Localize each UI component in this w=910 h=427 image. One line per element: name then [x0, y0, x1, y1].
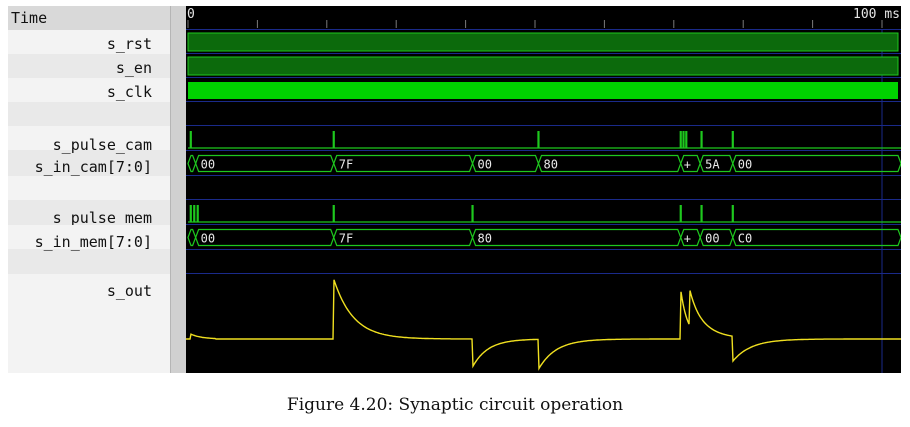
s-in-cam-value: 80	[543, 158, 557, 172]
s-in-cam-segment	[187, 154, 197, 173]
s-in-cam-value: 00	[478, 158, 492, 172]
ruler-start-label: 0	[187, 7, 195, 22]
s-in-cam-segment	[732, 154, 902, 173]
s-in-cam-value: 00	[201, 158, 215, 172]
s-in-cam-value: 00	[738, 158, 752, 172]
s-in-mem-value: 80	[478, 232, 492, 246]
signal-label: s_rst	[106, 35, 152, 53]
s-in-mem-value: C0	[738, 232, 752, 246]
signal-label: s_in_cam[7:0]	[34, 158, 152, 176]
s-in-mem-value: 7F	[339, 232, 353, 246]
signal-label: s_pulse_mem	[52, 209, 152, 227]
s-rst-trace	[187, 32, 899, 52]
s-in-cam-value: +	[684, 158, 691, 172]
s-in-cam-segment	[194, 154, 335, 173]
signal-row[interactable]: s_clk	[8, 78, 185, 102]
waveform-pane[interactable]: 0 100 ms 00 7F 00 80 +5A 00 00 7F 80 +00 C0	[186, 6, 902, 373]
time-ruler	[186, 6, 901, 29]
s-in-cam-segment	[537, 154, 682, 173]
s-in-mem-value: 00	[201, 232, 215, 246]
s-in-cam-value: 5A	[705, 158, 720, 172]
s-in-mem-segment	[333, 228, 474, 247]
ruler-end-label: 100 ms	[853, 7, 900, 22]
signal-row[interactable]: s_rst	[8, 30, 185, 54]
signal-name-panel: Time s_rst s_en s_clk s_pulse_cam s_in_c…	[8, 6, 185, 373]
s-in-cam-value: 7F	[339, 158, 353, 172]
signal-row[interactable]: s_in_cam[7:0]	[8, 151, 185, 176]
s-in-mem-value: +	[684, 232, 691, 246]
signal-label: s_en	[115, 59, 152, 77]
time-header: Time	[8, 6, 170, 31]
figure-caption: Figure 4.20: Synaptic circuit operation	[286, 395, 624, 415]
s-in-mem-segment	[187, 228, 197, 247]
s-out-trace	[186, 279, 901, 371]
signal-row[interactable]: s_out	[8, 274, 185, 373]
waveform-viewer: Time s_rst s_en s_clk s_pulse_cam s_in_c…	[8, 6, 902, 373]
signal-label: s_clk	[106, 83, 152, 101]
signal-row	[8, 250, 185, 274]
s-in-mem-segment	[732, 228, 902, 247]
s-in-mem-segment	[194, 228, 335, 247]
signal-row	[8, 102, 185, 126]
signal-label: s_in_mem[7:0]	[34, 233, 152, 251]
s-in-mem-segment	[471, 228, 682, 247]
signal-row[interactable]: s_en	[8, 54, 185, 78]
s-en-trace	[187, 56, 899, 76]
signal-label: s_out	[106, 282, 152, 300]
signal-row[interactable]: s_pulse_mem	[8, 200, 185, 227]
waveform-canvas: 0 100 ms 00 7F 00 80 +5A 00 00 7F 80 +00 C0	[186, 6, 902, 373]
signal-label: s_pulse_cam	[52, 136, 152, 154]
s-in-mem-value: 00	[705, 232, 719, 246]
signal-row[interactable]: s_in_mem[7:0]	[8, 225, 185, 251]
s-clk-trace	[188, 82, 898, 99]
s-in-cam-segment	[333, 154, 474, 173]
pane-splitter[interactable]	[170, 6, 186, 373]
signal-row	[8, 176, 185, 200]
signal-row[interactable]: s_pulse_cam	[8, 126, 185, 154]
